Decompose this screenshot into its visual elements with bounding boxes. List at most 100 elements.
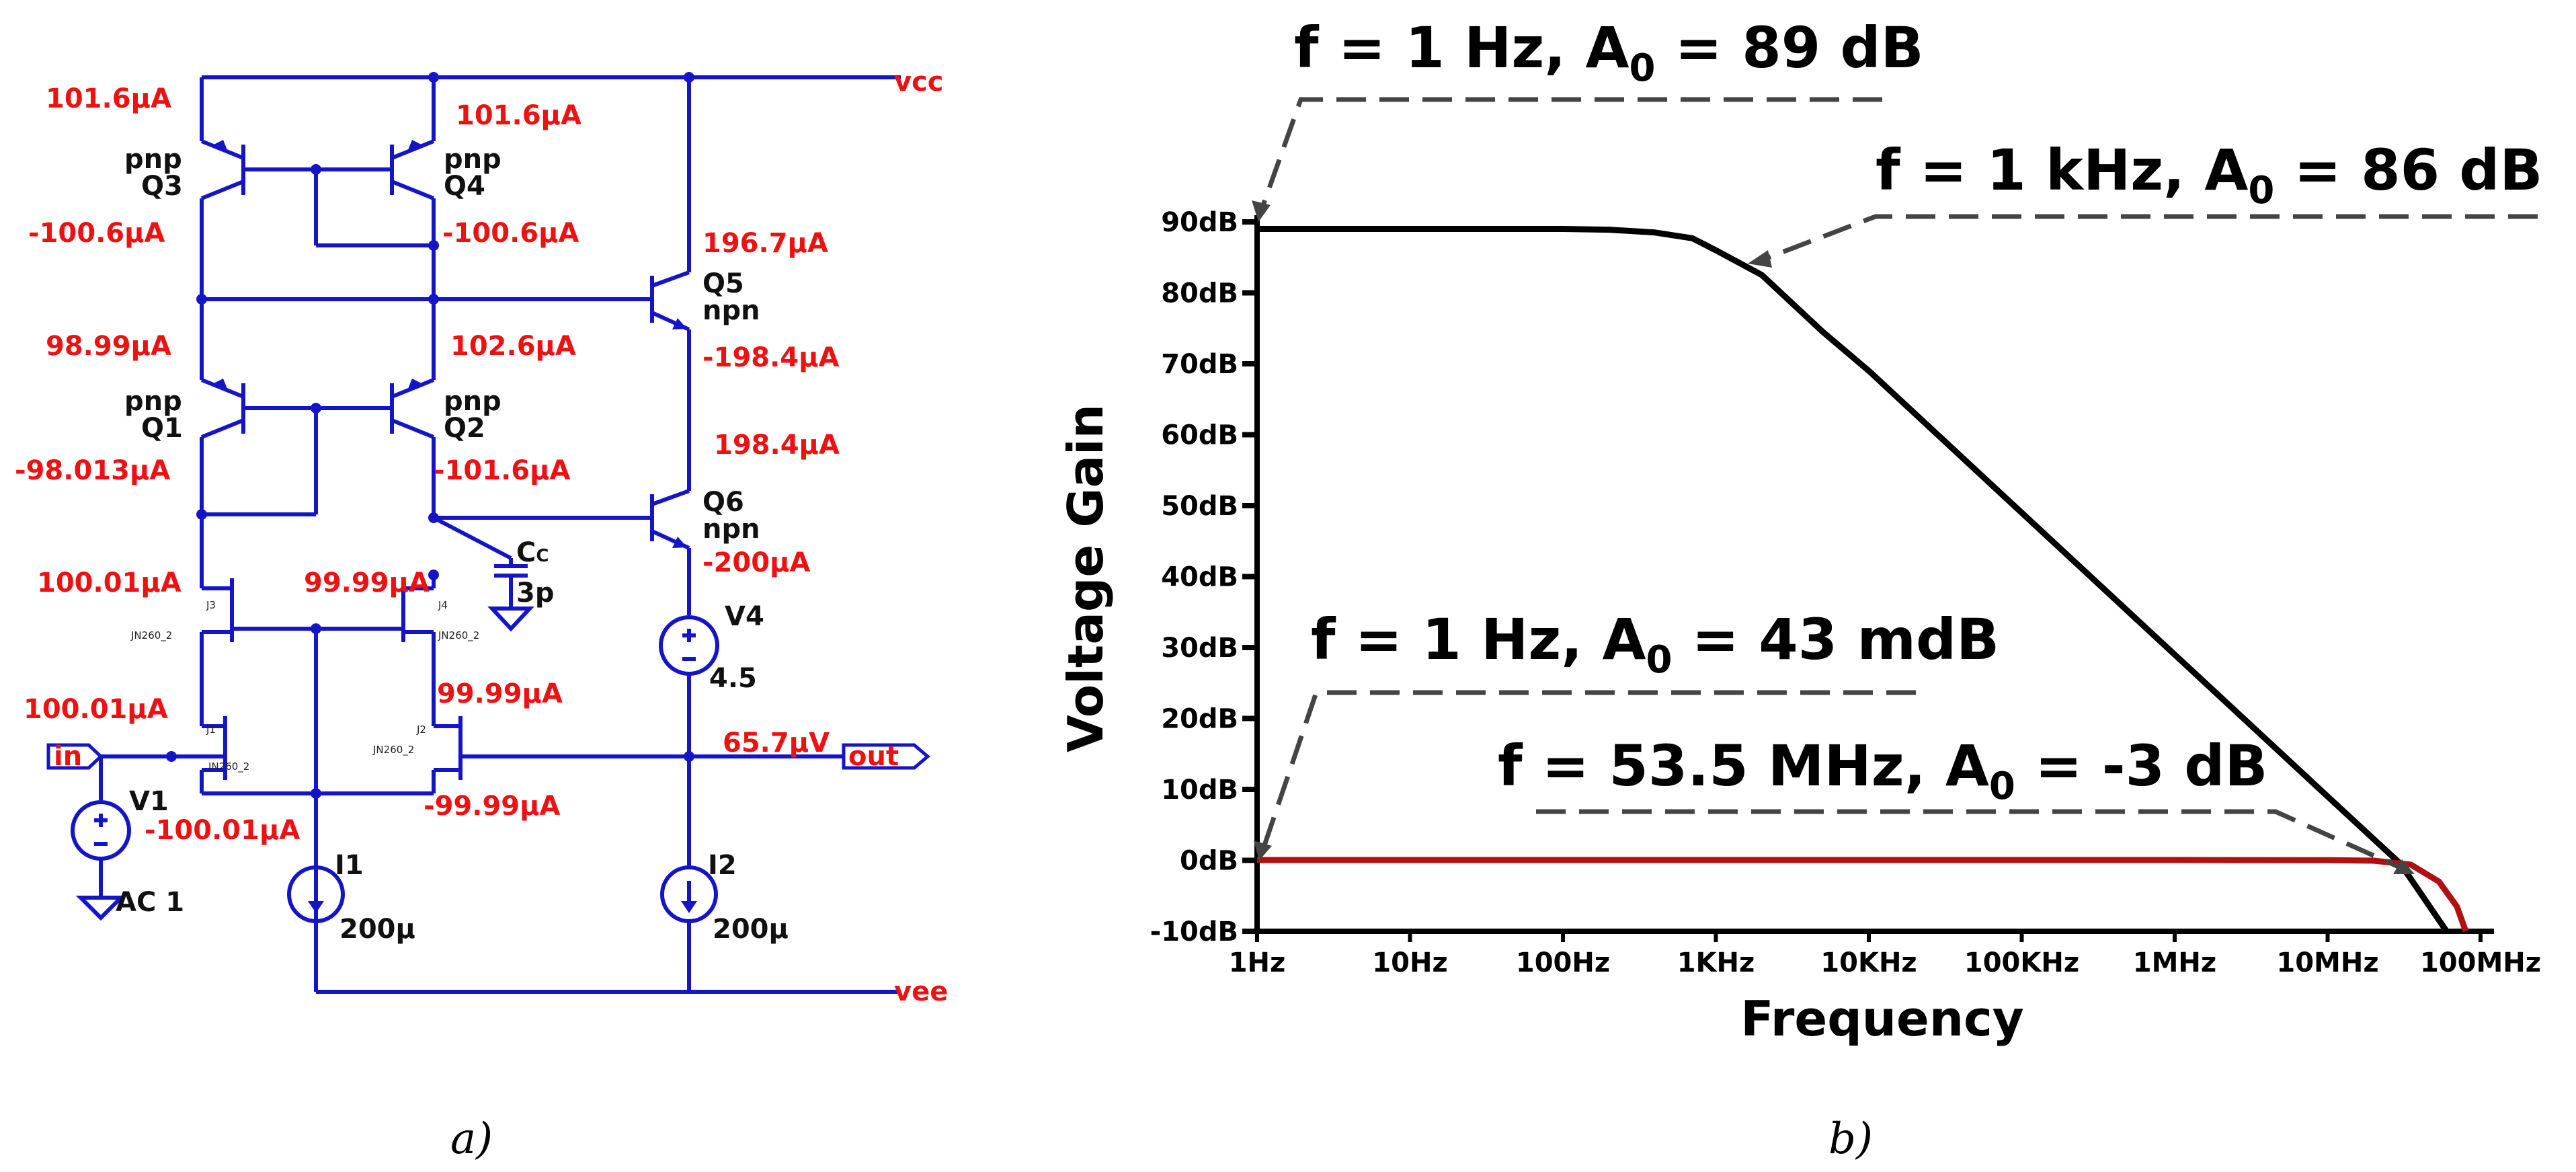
y-tick-label: 80dB [1161, 278, 1238, 309]
leader-1hz-89db [1260, 97, 1882, 208]
x-tick-label: 100Hz [1516, 947, 1610, 978]
current-source-i1 [287, 865, 345, 923]
y-tick-label: 30dB [1161, 633, 1238, 664]
q5-name: Q5 [702, 268, 744, 299]
y-tick-label: 60dB [1161, 420, 1238, 451]
annotation-1hz-43mdb: f = 1 Hz, A0 = 43 mdB [1311, 607, 1999, 682]
i2-name: I2 [708, 850, 737, 881]
vee-label: vee [894, 976, 948, 1007]
i1-name: I1 [335, 850, 364, 881]
x-axis-title: Frequency [1740, 990, 2023, 1047]
j4-current: 99.99µA [304, 568, 430, 598]
transistor-q1 [200, 299, 245, 518]
caption-a: a) [450, 1114, 493, 1164]
port-in-label: in [54, 741, 82, 772]
x-tick-label: 1MHz [2133, 947, 2216, 978]
j2-model: JN260_2 [372, 744, 414, 756]
port-out-label: out [848, 741, 899, 772]
j2-drain-current: 99.99µA [437, 678, 563, 709]
q2-type: pnp [444, 386, 501, 417]
output-voltage: 65.7µV [723, 728, 830, 758]
q5-emitter-current: -198.4µA [702, 342, 840, 373]
port-out: out [842, 741, 930, 772]
x-tick-label: 100MHz [2420, 947, 2541, 978]
v1-value: AC 1 [116, 887, 184, 918]
x-ticks: 1Hz 10Hz 100Hz 1KHz 10KHz 100KHz 1MHz 10MHz 100M… [1229, 931, 2541, 978]
i2-value: 200µ [713, 914, 789, 945]
transistor-q3 [200, 77, 245, 299]
y-tick-label: 90dB [1161, 207, 1238, 238]
x-tick-label: 10MHz [2276, 947, 2378, 978]
j3-ref: J3 [206, 599, 216, 611]
cap-name: CC [516, 537, 549, 568]
leader-arrow-1 [1252, 200, 1271, 222]
q6-type: npn [702, 514, 760, 545]
j4-ref: J4 [438, 599, 448, 611]
cap-value: 3p [516, 578, 554, 609]
annotation-1hz-89db: f = 1 Hz, A0 = 89 dB [1294, 15, 1924, 90]
q3-collector-current: -100.6µA [28, 218, 165, 249]
v4-name: V4 [725, 601, 764, 632]
jfet-j3 [200, 575, 234, 713]
j1-ref: J1 [206, 724, 216, 736]
i1-value: 200µ [339, 914, 415, 945]
v4-value: 4.5 [709, 663, 757, 694]
j4-model: JN260_2 [438, 629, 479, 642]
jfet-j1 [200, 713, 227, 793]
q4-type: pnp [444, 144, 501, 175]
compensation-capacitor [432, 516, 534, 632]
q1-name: Q1 [141, 413, 183, 444]
y-ticks: -10dB 0dB 10dB 20dB 30dB 40dB 50dB 60dB 70dB 80dB… [1150, 207, 1257, 947]
y-tick-label: 20dB [1161, 704, 1238, 735]
x-tick-label: 10Hz [1372, 947, 1447, 978]
y-axis-title: Voltage Gain [1057, 404, 1114, 752]
y-tick-label: 70dB [1161, 349, 1238, 380]
bode-plot: -10dB 0dB 10dB 20dB 30dB 40dB 50dB 60dB 70dB 80dB… [1057, 15, 2542, 1164]
q5-collector-current: 196.7µA [702, 228, 828, 259]
annotation-1khz-86db: f = 1 kHz, A0 = 86 dB [1876, 137, 2542, 212]
j3-model: JN260_2 [130, 629, 172, 642]
transistor-q5 [650, 270, 690, 331]
jfet-j2 [432, 713, 462, 793]
q4-name: Q4 [444, 171, 485, 202]
leader-arrow-2 [1748, 250, 1772, 268]
q3-type: pnp [124, 144, 182, 175]
op-amp-schematic: vcc vee [15, 67, 948, 1164]
leader-1khz-86db [1763, 214, 2538, 262]
leader-arrow-4 [2393, 859, 2415, 874]
curves [1257, 226, 2469, 933]
q3-emitter-current: 101.6µA [46, 83, 171, 114]
x-tick-label: 10KHz [1820, 947, 1917, 978]
q5-type: npn [702, 295, 760, 326]
q6-collector-current: 198.4µA [714, 430, 840, 461]
open-loop-gain-curve [1257, 226, 2450, 933]
q6-emitter-current: -200µA [702, 547, 811, 578]
leader-1hz-43mdb [1261, 690, 1916, 849]
vcc-label: vcc [894, 67, 944, 97]
port-in: in [46, 741, 104, 772]
closed-loop-gain-curve [1257, 857, 2469, 933]
q3-name: Q3 [141, 171, 183, 202]
y-tick-label: 40dB [1161, 562, 1238, 593]
q2-emitter-current: 102.6µA [450, 331, 576, 362]
q6-name: Q6 [702, 487, 744, 518]
transistor-q2 [390, 299, 436, 518]
caption-b: b) [1828, 1114, 1873, 1164]
x-tick-label: 100KHz [1964, 947, 2079, 978]
q1-collector-current: -98.013µA [15, 455, 170, 486]
j2-source-current: -99.99µA [424, 791, 561, 822]
v1-name: V1 [129, 786, 169, 817]
ground-symbol [75, 896, 126, 921]
x-tick-label: 1Hz [1229, 947, 1286, 978]
q1-type: pnp [124, 386, 182, 417]
j1-model: JN260_2 [208, 760, 249, 773]
q4-collector-current: -100.6µA [442, 218, 579, 249]
y-tick-label: 10dB [1161, 775, 1238, 806]
x-tick-label: 1KHz [1677, 947, 1755, 978]
transistor-q4 [390, 77, 436, 299]
j2-ref: J2 [416, 724, 426, 736]
y-tick-label: 50dB [1161, 491, 1238, 522]
q1-emitter-current: 98.99µA [46, 331, 171, 362]
